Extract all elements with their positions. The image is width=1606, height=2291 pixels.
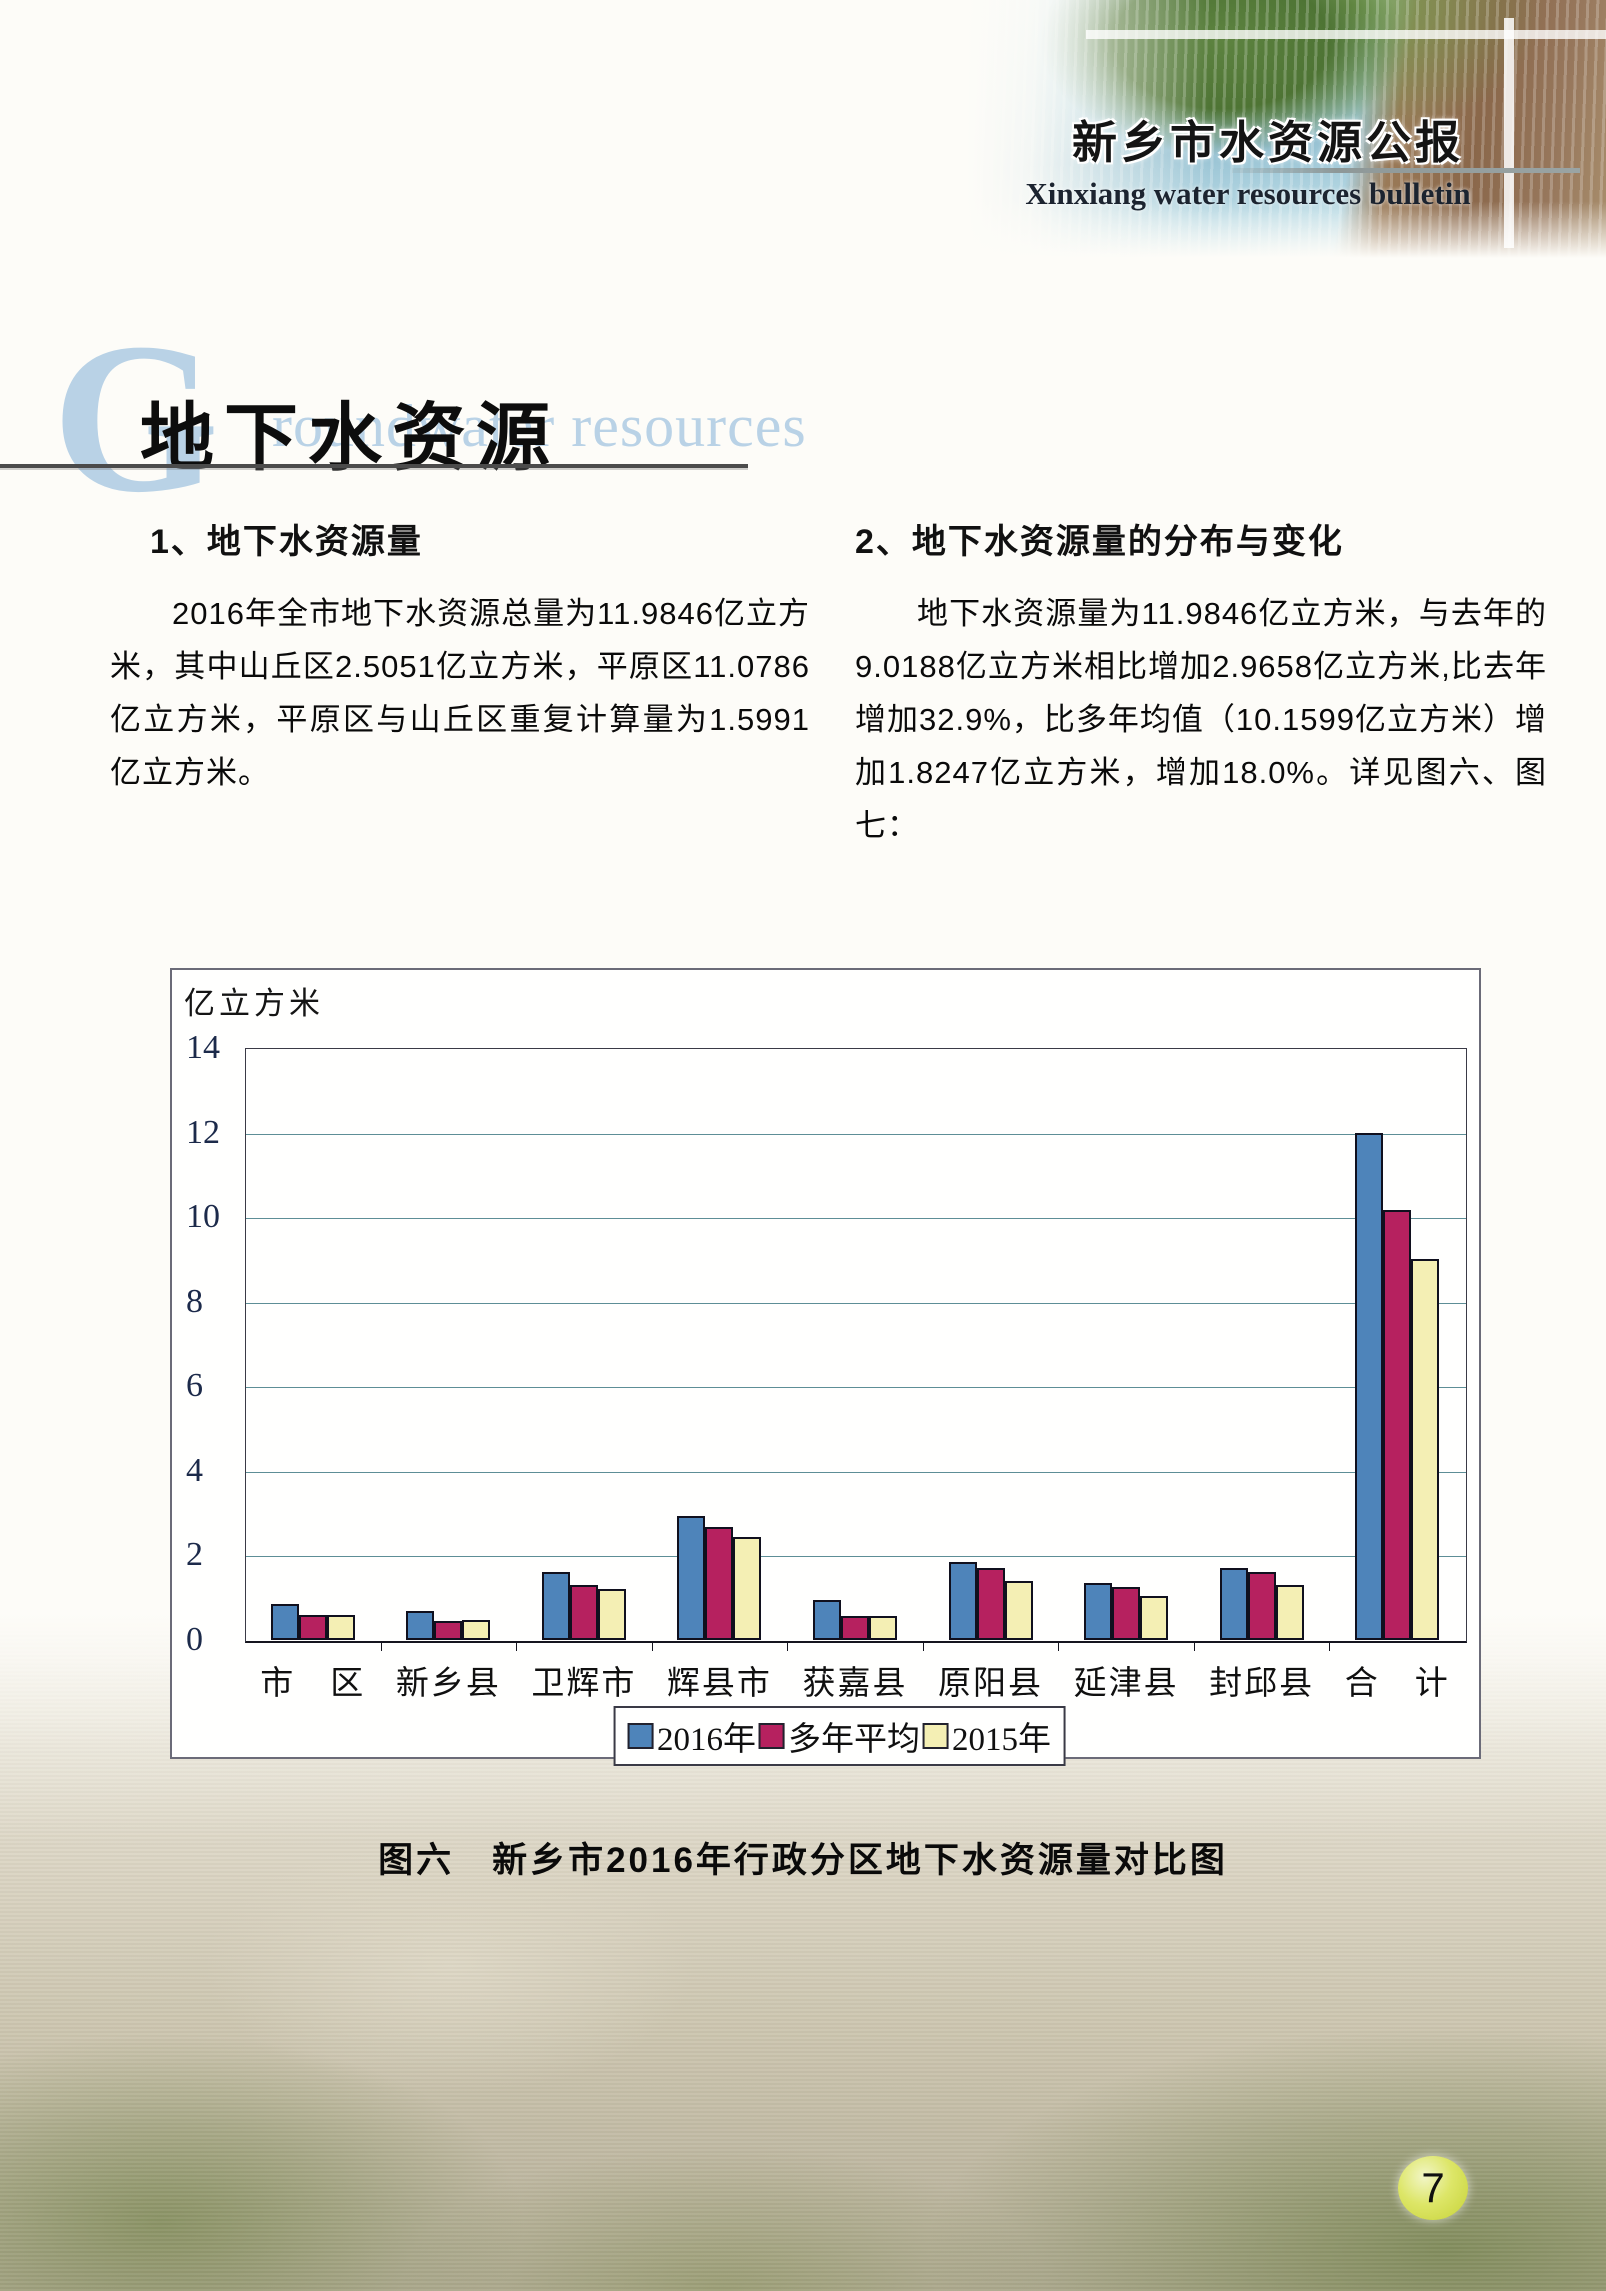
gridline	[246, 1218, 1466, 1220]
x-axis-label: 卫辉市	[531, 1666, 637, 1702]
bar	[597, 1588, 626, 1640]
y-axis-tick-label: 6	[186, 1367, 203, 1405]
bar	[569, 1585, 598, 1640]
y-axis-tick-label: 12	[186, 1113, 220, 1151]
bar	[1411, 1258, 1440, 1640]
x-axis-tick	[922, 1642, 924, 1651]
bar	[733, 1537, 762, 1640]
bar	[1275, 1585, 1304, 1640]
right-heading: 2、地下水资源量的分布与变化	[855, 523, 1344, 561]
y-axis-tick-label: 4	[186, 1451, 203, 1489]
bar-chart: 亿立方米 2016年 多年平均 2015年 0 2 4 6 8 10 12 14 市 区新乡县 卫辉市…	[170, 968, 1481, 1766]
bar	[406, 1611, 435, 1640]
page-number-badge: 7	[1398, 2156, 1468, 2220]
bar	[1355, 1133, 1384, 1640]
bar	[677, 1516, 706, 1640]
chart-plot	[245, 1048, 1467, 1643]
photo-cross-horizontal	[1086, 30, 1606, 39]
bar	[1219, 1568, 1248, 1640]
x-axis-tick	[516, 1642, 518, 1651]
left-heading: 1、地下水资源量	[150, 523, 423, 561]
x-axis-label: 辉县市	[666, 1666, 772, 1702]
bar	[1112, 1587, 1141, 1640]
bar	[813, 1599, 841, 1640]
bar	[462, 1619, 491, 1640]
column-right: 2、地下水资源量的分布与变化 地下水资源量为11.9846亿立方米，与去年的9.…	[855, 514, 1547, 852]
legend-label: 2016年	[657, 1722, 757, 1758]
x-axis-label: 封邱县	[1209, 1666, 1315, 1702]
gridline	[246, 1387, 1466, 1389]
bulletin-title-en: Xinxiang water resources bulletin	[1025, 176, 1471, 211]
legend-swatch	[627, 1723, 654, 1749]
bar	[1247, 1572, 1276, 1640]
x-axis-label: 获嘉县	[802, 1666, 908, 1702]
section-underline	[0, 464, 748, 468]
column-left: 1、地下水资源量 2016年全市地下水资源总量为11.9846亿立方米，其中山丘…	[110, 514, 810, 799]
x-axis-tick	[1193, 1642, 1195, 1651]
x-axis-tick	[787, 1642, 789, 1651]
gridline	[246, 1556, 1466, 1558]
bar	[1383, 1210, 1412, 1640]
watermark-letter-g: G	[52, 298, 220, 537]
legend-item: 多年平均	[758, 1712, 920, 1760]
bar	[841, 1616, 869, 1640]
bar	[1084, 1582, 1113, 1640]
watermark-groundwater-text: roundwater resources	[272, 393, 807, 459]
gridline	[246, 1133, 1466, 1135]
photo-cross-vertical	[1504, 18, 1514, 248]
y-axis-tick-label: 0	[186, 1621, 203, 1658]
bar	[434, 1620, 463, 1640]
x-axis-tick	[1329, 1642, 1331, 1651]
gridline	[246, 1471, 1466, 1473]
legend-item: 2015年	[922, 1712, 1051, 1760]
section-title: 地下水资源	[140, 396, 560, 479]
header-photo	[966, 0, 1606, 258]
x-axis-label: 新乡县	[395, 1666, 501, 1702]
bar	[326, 1615, 355, 1640]
y-axis-tick-label: 8	[186, 1282, 203, 1320]
bar	[541, 1572, 570, 1640]
header-rule	[1232, 168, 1580, 173]
bar	[270, 1604, 299, 1640]
gridline	[246, 1302, 1466, 1304]
x-axis-tick	[651, 1642, 653, 1651]
page-number: 7	[1421, 2164, 1445, 2211]
bar	[1140, 1595, 1169, 1640]
bar	[976, 1568, 1005, 1640]
x-axis-label: 合 计	[1344, 1666, 1450, 1702]
y-axis-tick-label: 2	[186, 1536, 203, 1574]
right-paragraph: 地下水资源量为11.9846亿立方米，与去年的9.0188亿立方米相比增加2.9…	[855, 596, 1547, 843]
x-axis-label: 原阳县	[938, 1666, 1044, 1702]
x-axis-label: 市 区	[260, 1666, 366, 1702]
legend-swatch	[922, 1723, 949, 1749]
legend-label: 2015年	[952, 1722, 1052, 1758]
legend-swatch	[758, 1723, 785, 1749]
y-axis-tick-label: 14	[186, 1029, 220, 1066]
y-axis-tick-label: 10	[186, 1198, 220, 1236]
bar	[1004, 1580, 1033, 1640]
y-axis-unit-label: 亿立方米	[184, 986, 324, 1021]
left-paragraph: 2016年全市地下水资源总量为11.9846亿立方米，其中山丘区2.5051亿立…	[110, 596, 810, 790]
legend-item: 2016年	[627, 1712, 756, 1760]
x-axis-tick	[1058, 1642, 1060, 1651]
bar	[298, 1615, 327, 1640]
bulletin-title-cn: 新乡市水资源公报	[1071, 117, 1464, 168]
bar	[869, 1615, 897, 1640]
x-axis-label: 延津县	[1073, 1666, 1179, 1702]
chart-legend: 2016年 多年平均 2015年	[613, 1706, 1066, 1766]
chart-caption: 图六 新乡市2016年行政分区地下水资源量对比图	[378, 1841, 1228, 1880]
bar	[948, 1561, 977, 1640]
x-axis-tick	[380, 1642, 382, 1651]
bar	[705, 1526, 734, 1640]
legend-label: 多年平均	[788, 1722, 921, 1758]
